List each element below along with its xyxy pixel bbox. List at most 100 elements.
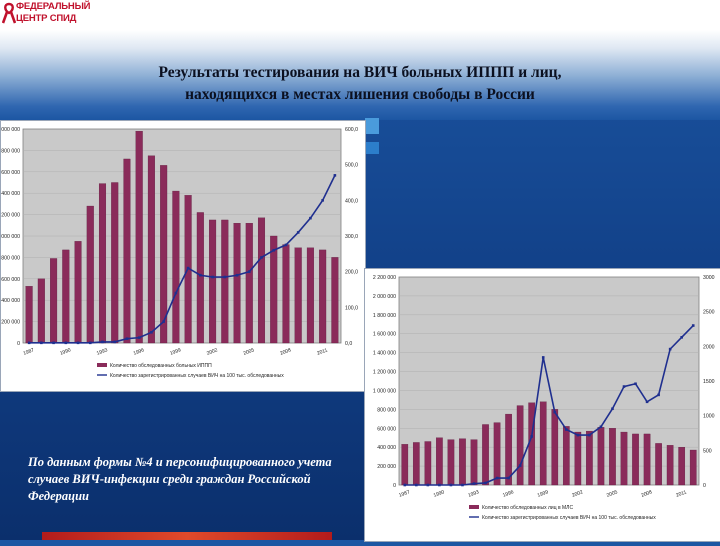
y-left-tick-label: 2 000 000 xyxy=(1,127,20,133)
bar-2007 xyxy=(632,433,639,486)
line-point-2007 xyxy=(272,248,276,252)
logo-line-2: ЦЕНТР СПИД xyxy=(16,13,77,24)
bar-1996 xyxy=(505,413,512,486)
y-left-tick-label: 1 800 000 xyxy=(373,313,396,319)
x-tick-label: 2011 xyxy=(675,489,687,498)
y-left-tick-label: 600 000 xyxy=(377,426,396,432)
line-point-2010 xyxy=(668,347,672,351)
line-point-1996 xyxy=(507,476,510,480)
legend-bar-swatch xyxy=(469,505,479,509)
line-point-2000 xyxy=(553,410,557,414)
bar-2012 xyxy=(689,449,697,486)
line-point-1990 xyxy=(438,483,441,487)
bar-1995 xyxy=(123,158,131,344)
y-left-tick-label: 0 xyxy=(393,483,396,489)
line-point-1988 xyxy=(415,483,418,487)
x-tick-label: 1987 xyxy=(23,347,36,357)
y-left-tick-label: 1 400 000 xyxy=(1,191,20,197)
bar-2007 xyxy=(270,235,278,344)
line-point-2006 xyxy=(622,385,626,388)
bar-2005 xyxy=(245,223,253,344)
line-point-1998 xyxy=(530,435,533,438)
bar-2004 xyxy=(597,427,605,486)
legend-bar-swatch xyxy=(97,363,107,367)
y-right-tick-label: 1000 xyxy=(703,414,715,420)
y-left-tick-label: 1 600 000 xyxy=(373,332,396,338)
line-point-2005 xyxy=(611,407,614,411)
chart-prisoners: 0 200 000 400 000 600 000 800 000 1 000 000 1 … xyxy=(364,268,720,542)
line-point-1999 xyxy=(174,291,178,295)
bar-1991 xyxy=(447,439,455,486)
bar-2001 xyxy=(562,426,570,486)
bar-2011 xyxy=(678,447,686,486)
y-left-tick-label: 200 000 xyxy=(377,464,396,470)
bar-1998 xyxy=(160,165,168,344)
bar-2005 xyxy=(609,428,616,486)
line-point-1988 xyxy=(40,341,43,345)
y-right-tick-label: 500 xyxy=(703,448,712,454)
bar-1997 xyxy=(516,405,524,486)
bar-1994 xyxy=(111,182,119,344)
bottom-accent-bar xyxy=(42,532,332,540)
x-tick-label: 2005 xyxy=(243,347,256,357)
line-point-2001 xyxy=(565,428,568,431)
legend-line-label: Количество зарегистрированных случаев ВИ… xyxy=(110,373,284,379)
x-tick-label: 2008 xyxy=(640,489,653,499)
bar-2004 xyxy=(233,223,241,344)
y-left-tick-label: 1 600 000 xyxy=(1,170,20,176)
bar-2002 xyxy=(209,219,217,344)
x-tick-label: 1999 xyxy=(537,489,550,499)
red-ribbon-icon xyxy=(2,2,16,24)
bar-1997 xyxy=(147,155,155,344)
decorative-tab-secondary xyxy=(365,142,379,154)
y-right-tick-label: 300,0 xyxy=(345,234,358,240)
x-tick-label: 2002 xyxy=(206,347,219,357)
bar-2008 xyxy=(643,433,651,486)
chart-prisoners-svg: 0 200 000 400 000 600 000 800 000 1 000 000 1 … xyxy=(373,275,715,521)
y-left-tick-label: 0 xyxy=(17,341,20,347)
bar-1993 xyxy=(470,439,478,486)
bar-2009 xyxy=(294,247,302,344)
line-point-1989 xyxy=(426,483,430,487)
logo-text: ФЕДЕРАЛЬНЫЙ ЦЕНТР СПИД xyxy=(16,1,91,25)
x-tick-label: 1996 xyxy=(133,347,146,357)
bar-2006 xyxy=(257,217,266,344)
bar-1991 xyxy=(74,241,82,344)
x-tick-label: 1993 xyxy=(467,489,480,499)
line-point-2008 xyxy=(645,400,649,404)
line-point-1991 xyxy=(449,483,453,487)
line-point-2004 xyxy=(235,273,239,277)
bar-2000 xyxy=(551,409,559,486)
line-point-1997 xyxy=(150,331,153,334)
y-right-tick-label: 2000 xyxy=(703,344,715,350)
y-left-tick-label: 1 400 000 xyxy=(373,351,396,357)
line-point-1993 xyxy=(101,340,104,344)
slide-title-line-1: Результаты тестирования на ВИЧ больных И… xyxy=(158,64,562,81)
bar-1992 xyxy=(86,205,94,344)
y-right-tick-label: 2500 xyxy=(703,310,715,316)
legend-bar-label: Количество обследованных больных ИППП xyxy=(110,363,212,369)
y-right-tick-label: 0 xyxy=(703,483,706,489)
x-tick-label: 1993 xyxy=(96,347,109,357)
y-left-tick-label: 800 000 xyxy=(377,407,396,413)
bar-2008 xyxy=(282,244,290,344)
line-point-1994 xyxy=(484,481,487,485)
line-point-2008 xyxy=(284,243,288,247)
bar-1990 xyxy=(62,249,70,344)
y-right-tick-label: 600,0 xyxy=(345,127,358,133)
title-band xyxy=(0,30,720,120)
line-point-2000 xyxy=(186,266,190,270)
line-point-1998 xyxy=(162,320,165,323)
y-left-tick-label: 2 200 000 xyxy=(373,275,396,281)
logo-line-1: ФЕДЕРАЛЬНЫЙ xyxy=(16,1,91,12)
line-point-1992 xyxy=(461,483,464,487)
y-left-tick-label: 400 000 xyxy=(377,445,396,451)
source-note: По данным формы №4 и персонифицированног… xyxy=(28,455,332,503)
bar-1996 xyxy=(135,130,143,344)
line-point-2009 xyxy=(657,393,660,397)
x-tick-label: 1996 xyxy=(502,489,515,499)
line-point-1987 xyxy=(403,483,407,487)
decorative-tab xyxy=(365,118,379,134)
bar-2006 xyxy=(620,431,628,486)
line-point-1987 xyxy=(27,341,31,345)
